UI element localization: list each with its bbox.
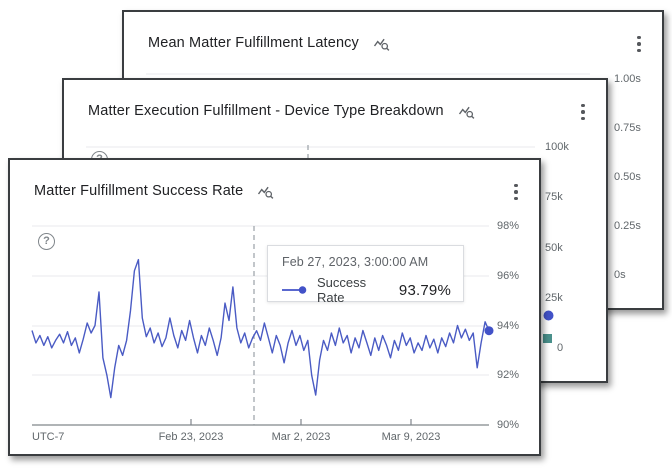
series-legend-glyph xyxy=(282,286,307,294)
y-axis-tick-label: 25k xyxy=(545,292,563,304)
tooltip-timestamp: Feb 27, 2023, 3:00:00 AM xyxy=(282,255,429,269)
y-axis-tick-label: 96% xyxy=(497,270,520,282)
success-rate-series-line xyxy=(31,258,490,399)
y-axis-tick-label: 94% xyxy=(497,320,520,332)
query-stats-icon[interactable] xyxy=(373,36,390,52)
card-header: Mean Matter Fulfillment Latency xyxy=(148,32,616,54)
series-end-marker-teal xyxy=(543,334,552,343)
y-axis-tick-label: 90% xyxy=(497,419,520,431)
query-stats-icon[interactable] xyxy=(458,104,475,120)
y-axis-tick-label: 92% xyxy=(497,369,520,381)
query-stats-icon[interactable] xyxy=(257,184,274,200)
chart-tooltip: Feb 27, 2023, 3:00:00 AM Success Rate 93… xyxy=(267,245,464,305)
series-end-marker-blue xyxy=(543,310,554,321)
y-axis-tick-label: 75k xyxy=(545,191,563,203)
card-header: Matter Execution Fulfillment - Device Ty… xyxy=(88,100,560,122)
card-header: Matter Fulfillment Success Rate xyxy=(34,180,493,202)
card-matter-fulfillment-success-rate: Matter Fulfillment Success Rate ? 98% 96… xyxy=(8,158,541,456)
latest-point-marker xyxy=(484,326,494,336)
latency-chart-surface xyxy=(146,73,590,75)
y-axis-tick-label: 0 xyxy=(557,342,564,354)
tooltip-series-label: Success Rate xyxy=(317,275,367,305)
card-title: Mean Matter Fulfillment Latency xyxy=(148,35,359,51)
success-rate-chart[interactable] xyxy=(10,160,543,458)
y-axis-tick-label: 0.25s xyxy=(614,220,641,232)
y-axis-tick-label: 0s xyxy=(614,269,626,281)
timezone-label: UTC-7 xyxy=(32,431,65,443)
kebab-menu-button[interactable] xyxy=(573,102,593,122)
x-axis-tick-label: Mar 2, 2023 xyxy=(271,431,331,443)
help-circle-icon[interactable]: ? xyxy=(38,233,55,250)
tooltip-series-value: 93.79% xyxy=(398,281,451,299)
x-axis-tick-label: Mar 9, 2023 xyxy=(381,431,441,443)
y-axis-tick-label: 0.75s xyxy=(614,122,641,134)
y-axis-tick-label: 1.00s xyxy=(614,73,641,85)
card-title: Matter Fulfillment Success Rate xyxy=(34,183,244,199)
y-axis-tick-label: 0.50s xyxy=(614,171,641,183)
card-title: Matter Execution Fulfillment - Device Ty… xyxy=(88,103,444,119)
x-axis-tick-label: Feb 23, 2023 xyxy=(158,431,224,443)
y-axis-tick-label: 100k xyxy=(545,141,569,153)
y-axis-tick-label: 98% xyxy=(497,220,520,232)
kebab-menu-button[interactable] xyxy=(506,182,526,202)
y-axis-tick-label: 50k xyxy=(545,242,563,254)
kebab-menu-button[interactable] xyxy=(629,34,649,54)
